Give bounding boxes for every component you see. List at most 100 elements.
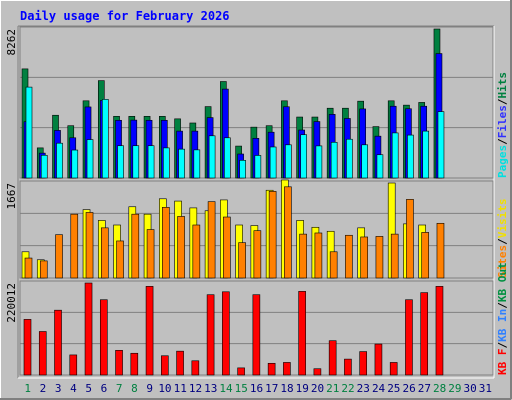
pages-bar	[147, 145, 155, 179]
kbytes-bar	[130, 352, 139, 376]
pages-bar	[437, 111, 445, 179]
sites-bar	[55, 234, 63, 279]
x-tick-label: 7	[116, 382, 123, 395]
pages-bar	[101, 99, 109, 179]
kbytes-bar	[328, 340, 337, 376]
kbytes-bar	[69, 354, 78, 376]
sites-bar	[162, 207, 170, 279]
sites-bar	[223, 216, 231, 279]
pages-bar	[254, 155, 262, 179]
kbytes-bar	[435, 286, 444, 376]
pages-bar	[407, 134, 414, 179]
x-tick-label: 23	[357, 382, 370, 395]
legend-item: KB F	[496, 349, 509, 376]
x-tick-label: 28	[433, 382, 446, 395]
pages-bar	[361, 144, 368, 179]
pages-bar	[346, 138, 353, 179]
sites-bar	[192, 224, 201, 279]
x-tick-label: 22	[341, 382, 354, 395]
x-tick-label: 17	[265, 382, 278, 395]
x-tick-label: 31	[479, 382, 492, 395]
x-tick-label: 24	[372, 382, 386, 395]
pages-bar	[285, 144, 292, 179]
pages-bar	[376, 154, 384, 179]
pages-bar	[163, 147, 170, 179]
kbytes-bar	[176, 350, 184, 376]
kbytes-bar	[84, 282, 93, 376]
kbytes-bar	[54, 309, 62, 376]
kbytes-bar	[161, 355, 169, 376]
kbytes-bar	[115, 350, 123, 376]
panel-kbytes: 220012 KB F/KB In/KB Out	[5, 262, 509, 376]
pages-bar	[178, 148, 185, 179]
legend-item: /	[496, 138, 509, 145]
x-tick-label: 11	[174, 382, 187, 395]
kbytes-bar	[267, 362, 276, 376]
legend-item: Hits	[496, 72, 509, 99]
y-max-label: 220012	[5, 283, 18, 323]
pages-bar	[391, 132, 399, 179]
y-max-label: 8262	[5, 29, 18, 56]
pages-bar	[300, 134, 307, 179]
legend: Pages/Files/Hits	[496, 72, 509, 178]
sites-bar	[24, 257, 33, 279]
kbytes-bar	[420, 292, 429, 376]
kbytes-bar	[313, 368, 322, 376]
kbytes-bar	[283, 362, 291, 376]
sites-bar	[345, 234, 353, 279]
x-tick-label: 27	[418, 382, 431, 395]
kbytes-bar	[206, 294, 215, 376]
legend-item: /	[496, 98, 509, 105]
y-max-label: 1667	[5, 183, 18, 210]
x-tick-label: 5	[85, 382, 92, 395]
x-tick-label: 9	[146, 382, 153, 395]
x-tick-label: 26	[402, 382, 415, 395]
kbytes-bar	[405, 299, 413, 376]
pages-bar	[239, 160, 246, 179]
sites-bar	[100, 227, 109, 279]
pages-bar	[25, 86, 33, 179]
x-tick-label: 29	[448, 382, 461, 395]
sites-bar	[39, 260, 48, 279]
x-tick-label: 10	[158, 382, 171, 395]
pages-bar	[117, 145, 124, 179]
panel-visits-sites: 1667 Sites/Visits	[5, 179, 509, 279]
pages-bar	[315, 145, 323, 179]
pages-bar	[193, 149, 201, 179]
x-tick-label: 20	[311, 382, 324, 395]
sites-bar	[360, 236, 368, 279]
panel-hits-files-pages: 8262 Pages/Files/Hits	[5, 26, 509, 179]
legend-item: KB Out	[496, 262, 509, 302]
x-tick-label: 1	[24, 382, 31, 395]
kbytes-bar	[23, 319, 32, 376]
pages-bar	[208, 135, 216, 179]
sites-bar	[253, 230, 262, 279]
sites-bar	[146, 229, 155, 279]
x-tick-label: 13	[204, 382, 217, 395]
sites-bar	[299, 233, 307, 279]
legend-item: /	[496, 238, 509, 245]
pages-bar	[269, 146, 277, 179]
x-tick-label: 21	[326, 382, 339, 395]
legend: KB F/KB In/KB Out	[496, 262, 509, 375]
pages-bar	[422, 130, 430, 179]
x-tick-label: 30	[463, 382, 476, 395]
x-tick-label: 12	[189, 382, 202, 395]
sites-bar	[268, 191, 277, 279]
x-tick-label: 18	[280, 382, 293, 395]
sites-bar	[238, 242, 246, 279]
kbytes-bar	[389, 362, 398, 376]
pages-bar	[132, 145, 140, 179]
x-tick-label: 14	[219, 382, 233, 395]
sites-bar	[116, 240, 124, 279]
legend-item: Pages	[496, 145, 509, 178]
kbytes-bar	[99, 299, 108, 376]
x-tick-label: 19	[296, 382, 309, 395]
sites-bar	[329, 251, 338, 279]
kbytes-bar	[344, 358, 352, 376]
sites-bar	[390, 233, 399, 279]
sites-bar	[406, 199, 414, 279]
sites-bar	[131, 213, 140, 279]
sites-bar	[314, 232, 323, 279]
